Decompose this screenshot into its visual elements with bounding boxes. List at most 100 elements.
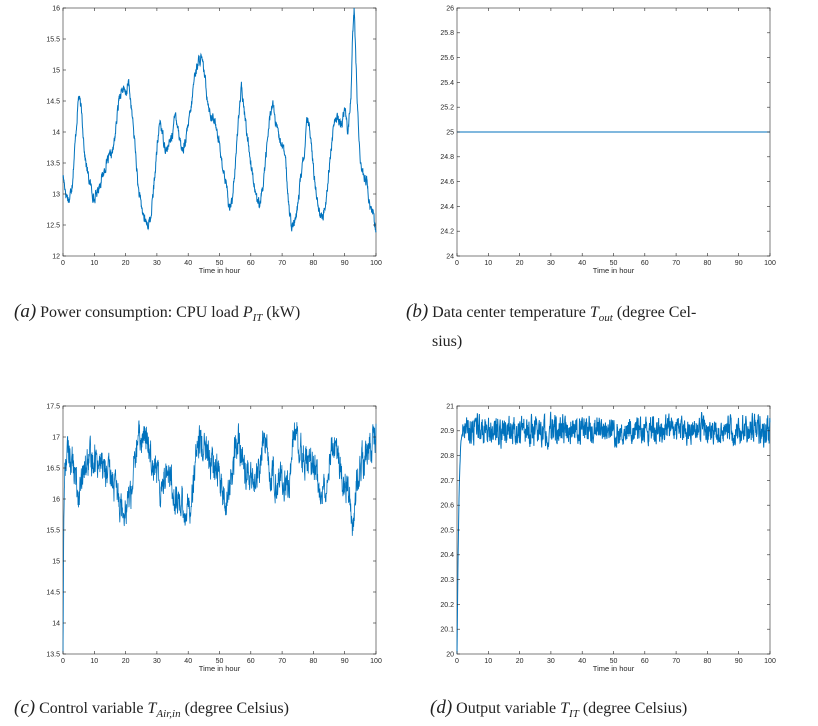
- x-tick-label-a-6: 60: [247, 260, 255, 267]
- caption-a-letter: (a): [14, 301, 37, 322]
- y-tick-label-d-2: 20.2: [440, 602, 454, 609]
- y-tick-label-a-5: 14.5: [46, 98, 60, 105]
- x-axis-label-d: Time in hour: [593, 664, 635, 673]
- y-tick-label-c-1: 14: [52, 620, 60, 627]
- x-tick-label-a-5: 50: [216, 260, 224, 267]
- caption-a-text: Power consumption: CPU load: [40, 304, 243, 321]
- caption-b-var: T: [589, 304, 599, 321]
- y-tick-label-c-6: 16.5: [46, 465, 60, 472]
- x-tick-label-c-9: 90: [341, 658, 349, 665]
- chart-c: 0 10 20 30 40 50 60 70 80 90 100 13.5 14 14.5 15 15.5 16…: [46, 403, 382, 673]
- y-tick-label-c-0: 13.5: [46, 651, 60, 658]
- y-tick-label-a-8: 16: [52, 5, 60, 12]
- x-tick-label-d-0: 0: [455, 658, 459, 665]
- y-tick-label-d-7: 20.7: [440, 478, 454, 485]
- y-tick-label-d-6: 20.6: [440, 503, 454, 510]
- x-tick-label-a-0: 0: [61, 260, 65, 267]
- caption-c: (c) Control variable TAir,in (degree Cel…: [14, 696, 434, 726]
- y-tick-label-c-8: 17.5: [46, 403, 60, 410]
- y-tick-label-c-3: 15: [52, 558, 60, 565]
- series-line-a: [62, 7, 377, 233]
- plot-area-c: 0 10 20 30 40 50 60 70 80 90 100 13.5 14 14.5 15 15.5 16…: [46, 403, 382, 673]
- caption-a-unit: (kW): [262, 304, 301, 321]
- x-tick-label-d-1: 10: [484, 658, 492, 665]
- x-tick-label-c-2: 20: [122, 658, 130, 665]
- plot-area-d: 0 10 20 30 40 50 60 70 80 90 100 20 20.1 20.2 20.3 20.4…: [440, 403, 776, 673]
- x-tick-label-a-2: 20: [122, 260, 130, 267]
- x-tick-label-a-9: 90: [341, 260, 349, 267]
- y-tick-label-d-5: 20.5: [440, 527, 454, 534]
- y-tick-label-d-10: 21: [446, 403, 454, 410]
- caption-b-letter: (b): [406, 301, 429, 322]
- plot-frame-d: [456, 405, 771, 655]
- x-tick-label-a-7: 70: [278, 260, 286, 267]
- x-tick-label-d-9: 90: [735, 658, 743, 665]
- y-tick-label-b-9: 25.8: [440, 30, 454, 37]
- x-tick-label-b-5: 50: [610, 260, 618, 267]
- y-tick-label-d-9: 20.9: [440, 428, 454, 435]
- caption-a-sub: IT: [252, 312, 263, 325]
- chart-d: 0 10 20 30 40 50 60 70 80 90 100 20 20.1 20.2 20.3 20.4…: [440, 403, 776, 673]
- y-tick-label-c-2: 14.5: [46, 589, 60, 596]
- x-tick-label-b-8: 80: [704, 260, 712, 267]
- caption-b-text: Data center temperature: [432, 304, 590, 321]
- x-tick-label-c-8: 80: [310, 658, 318, 665]
- y-tick-label-b-7: 25.4: [440, 80, 454, 87]
- y-tick-label-c-4: 15.5: [46, 527, 60, 534]
- y-tick-label-d-4: 20.4: [440, 552, 454, 559]
- x-tick-label-c-1: 10: [90, 658, 98, 665]
- caption-c-unit: (degree Celsius): [180, 700, 289, 717]
- x-tick-label-d-10: 100: [764, 658, 776, 665]
- y-tick-label-b-0: 24: [446, 253, 454, 260]
- caption-d-unit: (degree Celsius): [578, 700, 688, 717]
- x-tick-label-a-3: 30: [153, 260, 161, 267]
- caption-a: (a) Power consumption: CPU load PIT (kW): [14, 300, 424, 330]
- plot-frame-c: [62, 405, 377, 655]
- y-tick-label-b-1: 24.2: [440, 229, 454, 236]
- x-tick-label-a-4: 40: [184, 260, 192, 267]
- caption-c-var: T: [147, 700, 157, 717]
- plot-frame-a: [62, 7, 377, 257]
- x-tick-label-d-7: 70: [672, 658, 680, 665]
- chart-b: 0 10 20 30 40 50 60 70 80 90 100 24 24.2 24.4 24.6 24.8…: [440, 5, 776, 275]
- y-tick-label-a-6: 15: [52, 67, 60, 74]
- y-tick-label-a-0: 12: [52, 253, 60, 260]
- y-tick-label-b-2: 24.4: [440, 204, 454, 211]
- series-line-c: [62, 420, 377, 653]
- x-axis-label-b: Time in hour: [593, 266, 635, 275]
- caption-b: (b) Data center temperature Tout (degree…: [406, 300, 816, 330]
- x-axis-label-c: Time in hour: [199, 664, 241, 673]
- x-tick-label-b-2: 20: [516, 260, 524, 267]
- x-tick-label-b-4: 40: [578, 260, 586, 267]
- y-tick-label-b-4: 24.8: [440, 154, 454, 161]
- x-tick-label-a-8: 80: [310, 260, 318, 267]
- caption-b-sub: out: [598, 312, 613, 325]
- x-tick-label-b-0: 0: [455, 260, 459, 267]
- x-tick-label-b-9: 90: [735, 260, 743, 267]
- caption-d-text: Output variable: [456, 700, 561, 717]
- x-tick-label-d-5: 50: [610, 658, 618, 665]
- y-tick-label-d-3: 20.3: [440, 577, 454, 584]
- x-tick-label-b-7: 70: [672, 260, 680, 267]
- x-tick-label-b-10: 100: [764, 260, 776, 267]
- caption-c-text: Control variable: [39, 700, 148, 717]
- y-tick-label-b-3: 24.6: [440, 179, 454, 186]
- plot-area-a: 0 10 20 30 40 50 60 70 80 90 100 12 12.5 13 13.5 14 14.5…: [46, 5, 382, 275]
- x-tick-label-d-8: 80: [704, 658, 712, 665]
- x-tick-label-d-4: 40: [578, 658, 586, 665]
- y-tick-label-a-2: 13: [52, 191, 60, 198]
- y-tick-label-c-7: 17: [52, 434, 60, 441]
- caption-c-letter: (c): [14, 697, 36, 718]
- plot-area-b: 0 10 20 30 40 50 60 70 80 90 100 24 24.2 24.4 24.6 24.8…: [440, 5, 776, 275]
- y-tick-label-b-8: 25.6: [440, 55, 454, 62]
- y-tick-label-b-5: 25: [446, 129, 454, 136]
- caption-d-letter: (d): [430, 697, 453, 718]
- y-tick-label-c-5: 16: [52, 496, 60, 503]
- x-tick-label-c-4: 40: [184, 658, 192, 665]
- caption-b-text-line2: sius): [432, 333, 463, 350]
- x-tick-label-c-0: 0: [61, 658, 65, 665]
- y-tick-label-b-6: 25.2: [440, 105, 454, 112]
- caption-d-var: T: [560, 700, 570, 717]
- caption-b-line2: sius): [432, 330, 462, 354]
- x-tick-label-b-3: 30: [547, 260, 555, 267]
